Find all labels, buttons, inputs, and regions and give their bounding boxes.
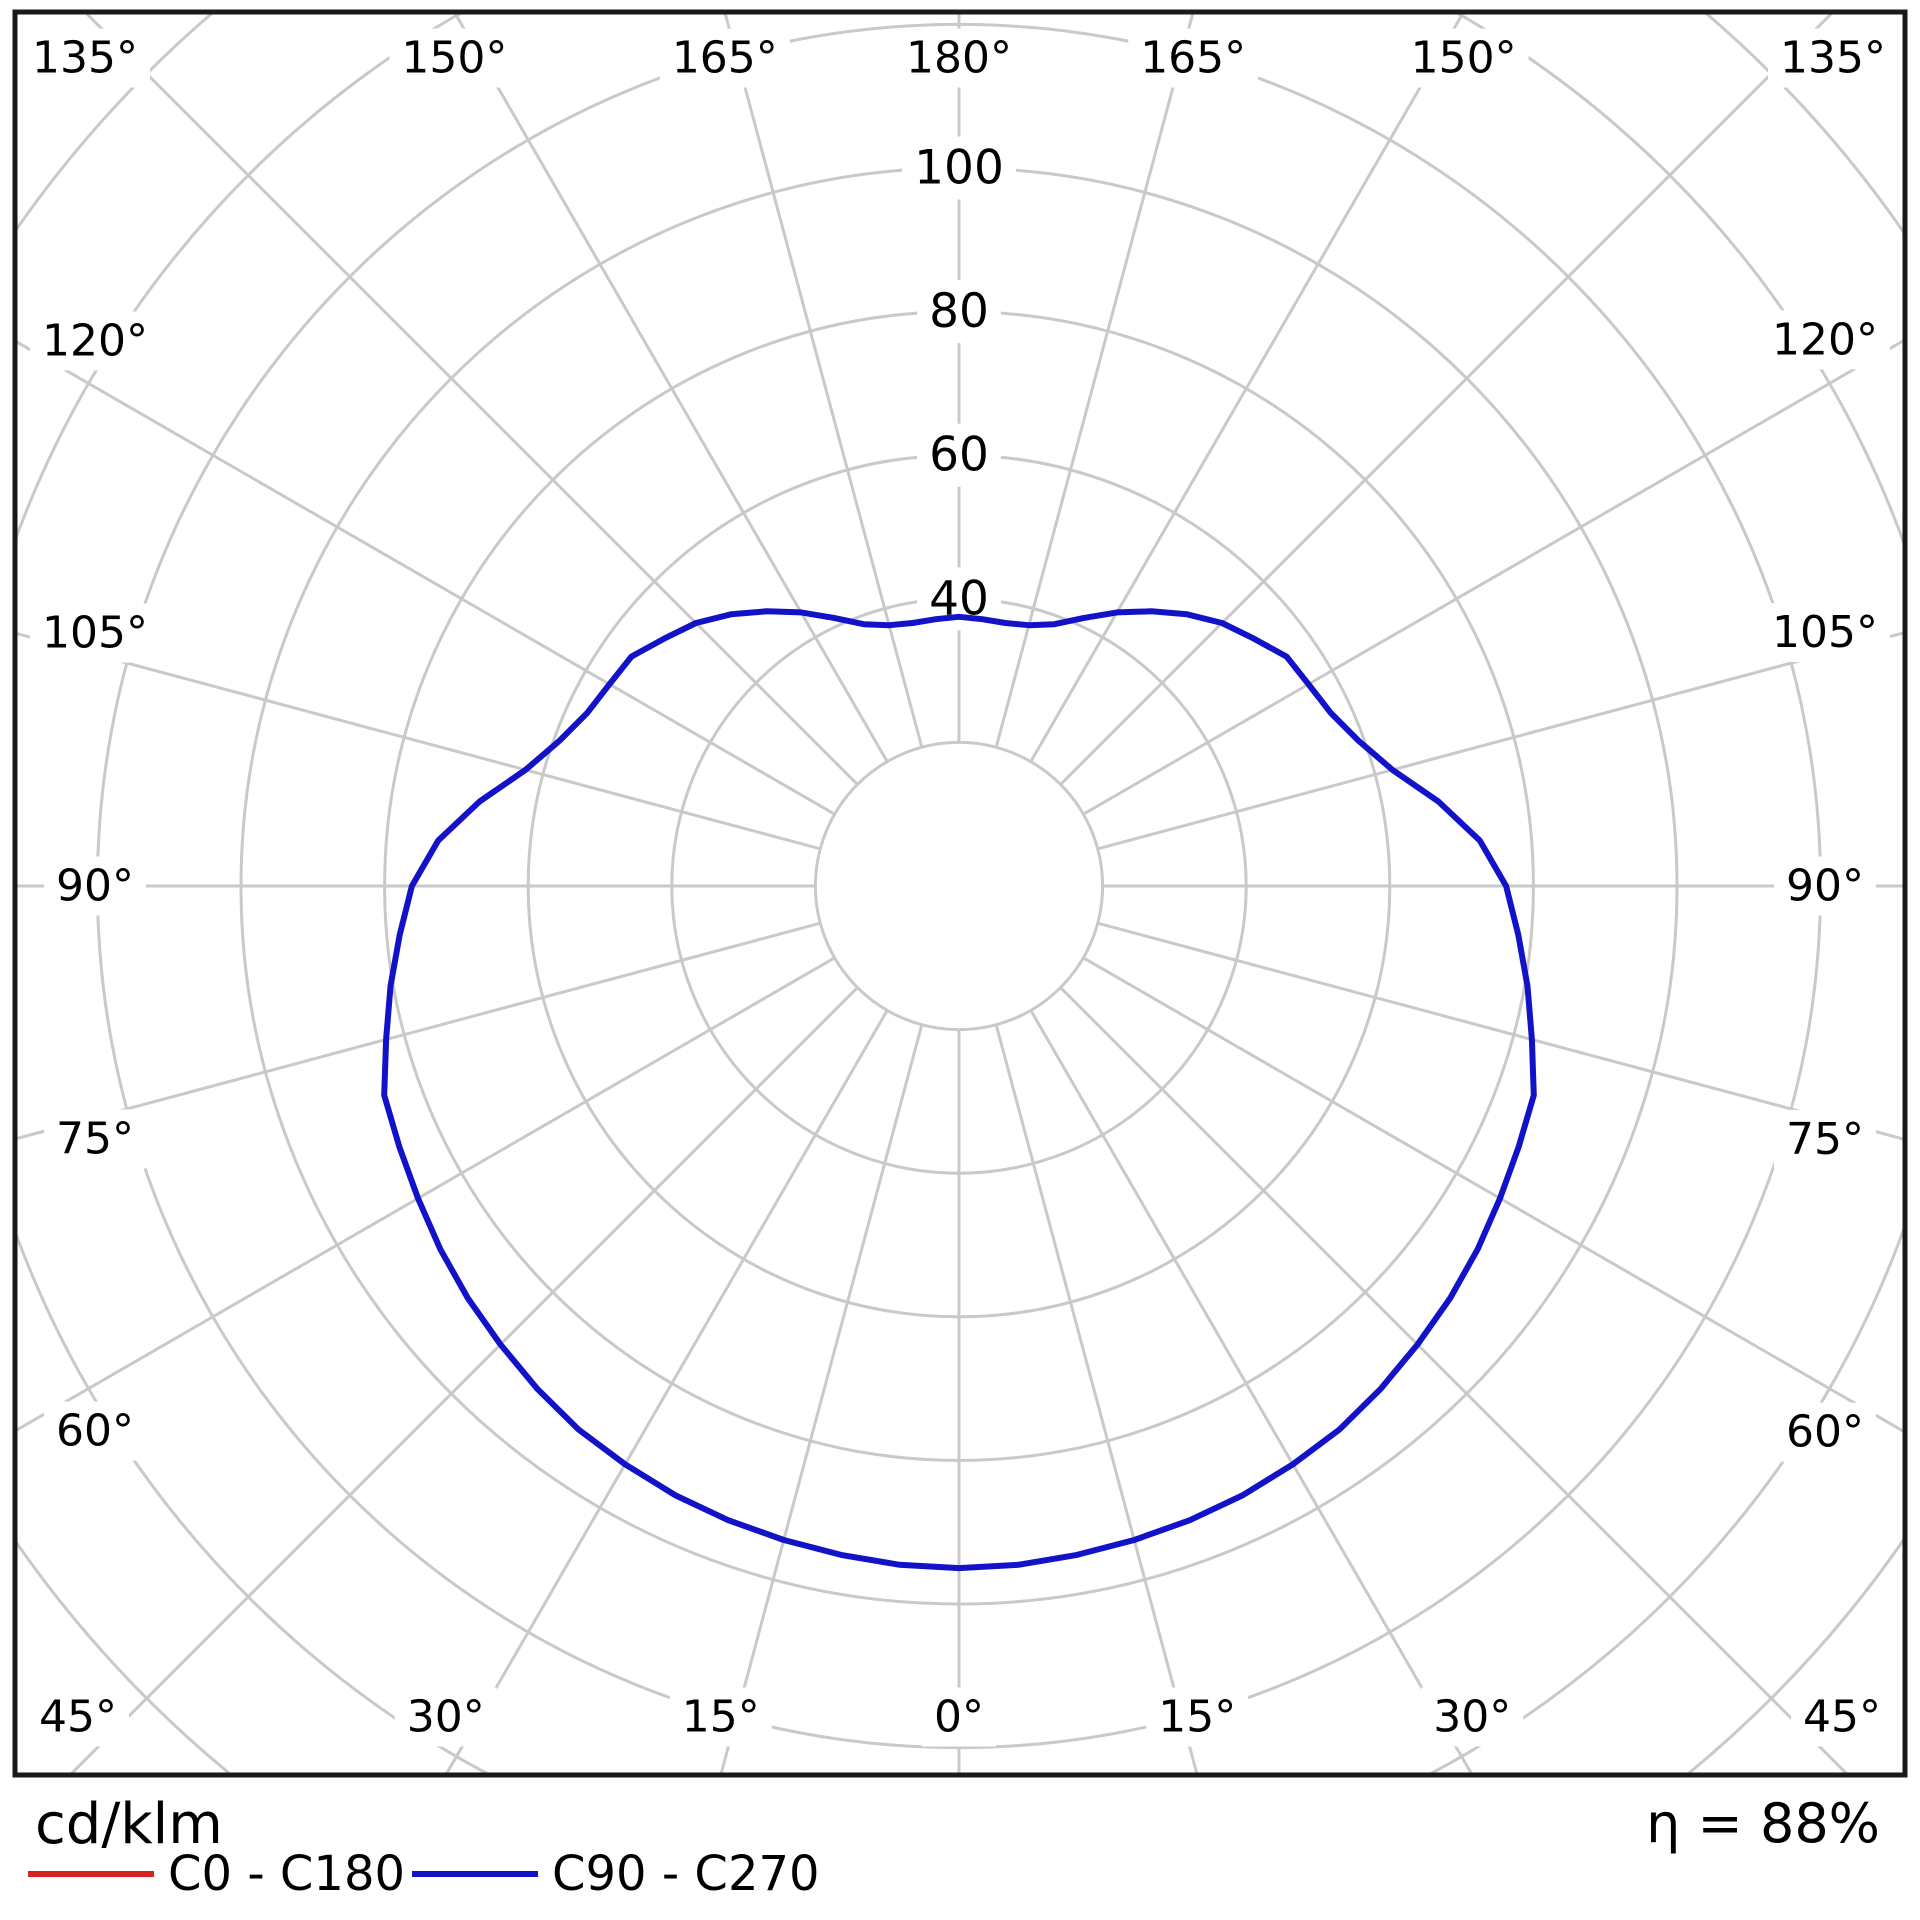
grid-spoke-45 — [1059, 986, 1849, 1773]
grid-spoke-15 — [994, 1024, 1199, 1773]
angle-label-105-left: 105° — [42, 608, 148, 659]
angle-label-30-right-bg — [1421, 1687, 1524, 1747]
angle-label-165-left-bg — [659, 28, 790, 88]
grid-spoke-150 — [1029, 14, 1465, 763]
angle-label-75-right-bg — [1774, 1109, 1876, 1169]
radial-tick-80-bg — [917, 280, 1001, 344]
grid-spoke-345 — [719, 1024, 924, 1773]
angle-label-165-right-bg — [1128, 28, 1259, 88]
angle-label-135-left-bg — [20, 28, 150, 88]
angle-label-135-left: 135° — [32, 33, 138, 84]
angle-label-45-right-bg — [1791, 1687, 1893, 1747]
angle-label-75-right: 75° — [1786, 1114, 1864, 1165]
grid-spoke-210 — [453, 14, 889, 763]
angle-label-180-right-bg — [894, 28, 1024, 88]
angle-label-150-left: 150° — [401, 33, 507, 84]
grid-spoke-285 — [17, 921, 821, 1140]
angle-label-150-right: 150° — [1411, 33, 1517, 84]
angle-label-90-left-bg — [44, 856, 146, 916]
angle-label-60-right-bg — [1774, 1402, 1876, 1462]
angle-label-45-right: 45° — [1803, 1692, 1881, 1743]
angle-label-120-right: 120° — [1772, 314, 1878, 365]
angle-label-105-right: 105° — [1772, 607, 1878, 658]
grid-spoke-315 — [69, 986, 859, 1773]
grid-spoke-105 — [1097, 631, 1903, 851]
angle-label-180-right: 180° — [906, 33, 1012, 84]
angle-label-15-left-bg — [669, 1687, 772, 1747]
radial-tick-80: 80 — [929, 284, 989, 339]
legend-line-c0-icon — [28, 1871, 154, 1877]
angle-label-60-left-bg — [44, 1401, 146, 1461]
angle-label-165-left: 165° — [672, 33, 778, 84]
angle-label-75-left: 75° — [56, 1113, 134, 1164]
angle-label-165-right: 165° — [1140, 33, 1246, 84]
grid-spoke-75 — [1097, 921, 1903, 1141]
grid-spoke-255 — [17, 632, 821, 851]
angle-label-15-right-bg — [1146, 1687, 1249, 1747]
angle-label-120-right-bg — [1760, 310, 1890, 370]
radial-tick-100-bg — [902, 136, 1016, 200]
radial-tick-100: 100 — [914, 141, 1004, 196]
angle-label-150-left-bg — [389, 28, 520, 88]
angle-label-135-right-bg — [1768, 28, 1898, 88]
angle-label-30-left-bg — [394, 1687, 497, 1747]
legend-label-c0: C0 - C180 — [168, 1846, 406, 1902]
grid-spoke-60 — [1082, 956, 1903, 1433]
angle-label-120-left-bg — [30, 311, 160, 371]
angle-label-105-right-bg — [1760, 603, 1890, 663]
angle-label-135-right: 135° — [1780, 33, 1886, 84]
legend-line-c90-icon — [412, 1871, 538, 1877]
legend-label-c90: C90 - C270 — [552, 1846, 820, 1902]
angle-label-45-left: 45° — [39, 1692, 117, 1743]
radial-tick-60: 60 — [929, 428, 989, 483]
angle-label-150-right-bg — [1398, 28, 1529, 88]
angle-label-30-right: 30° — [1433, 1692, 1511, 1743]
grid-spoke-225 — [84, 14, 859, 786]
angle-label-15-left: 15° — [682, 1692, 760, 1743]
angle-label-120-left: 120° — [42, 315, 148, 366]
units-label: cd/klm — [35, 1792, 223, 1857]
chart-frame — [12, 9, 1908, 1778]
angle-label-0-right-bg — [922, 1687, 996, 1747]
angle-label-60-right: 60° — [1786, 1407, 1864, 1458]
legend-item-c0: C0 - C180 — [28, 1846, 405, 1902]
angle-label-75-left-bg — [44, 1109, 146, 1169]
angle-label-90-right: 90° — [1786, 861, 1864, 912]
angle-label-30-left: 30° — [407, 1692, 485, 1743]
radial-tick-60-bg — [917, 423, 1001, 487]
angle-label-45-left-bg — [27, 1687, 129, 1747]
angle-label-15-right: 15° — [1158, 1692, 1236, 1743]
grid-spoke-330 — [445, 1009, 889, 1773]
grid-spoke-120 — [1082, 339, 1903, 816]
angle-label-0-right: 0° — [934, 1692, 984, 1743]
grid-spoke-195 — [723, 14, 924, 748]
legend: C0 - C180 C90 - C270 — [0, 1846, 1920, 1906]
angle-label-90-left: 90° — [56, 861, 134, 912]
angle-label-90-right-bg — [1774, 856, 1876, 916]
grid-spoke-135 — [1059, 14, 1834, 786]
angle-label-105-left-bg — [30, 603, 160, 663]
legend-item-c90: C90 - C270 — [412, 1846, 820, 1902]
grid-spoke-30 — [1029, 1009, 1473, 1773]
grid-spoke-300 — [17, 956, 836, 1432]
angle-label-60-left: 60° — [56, 1406, 134, 1457]
grid-circle-20 — [813, 740, 1105, 1032]
efficiency-label: η = 88% — [1646, 1792, 1880, 1855]
curve-c90-c270 — [381, 608, 1537, 1572]
grid-spoke-165 — [994, 14, 1195, 748]
grid-spoke-240 — [17, 340, 836, 816]
